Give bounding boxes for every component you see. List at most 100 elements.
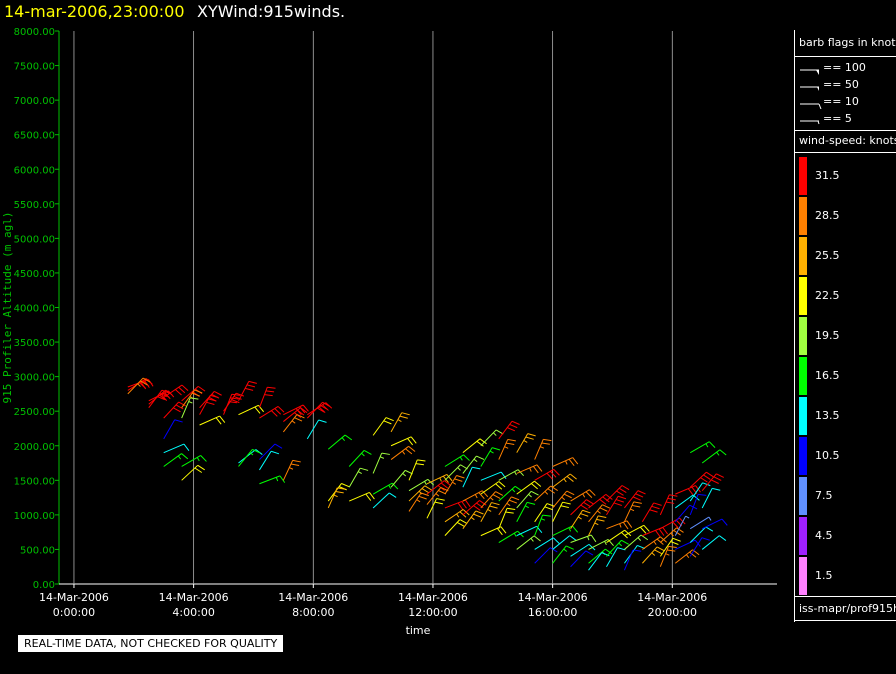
- barb-tick: [669, 494, 678, 497]
- barb-tick: [530, 490, 539, 496]
- barb-staff: [641, 502, 655, 523]
- barb-tick: [233, 395, 242, 400]
- barb-tick: [228, 401, 238, 404]
- barb-staff: [588, 552, 603, 571]
- y-tick-label: 5500.00: [14, 200, 55, 211]
- barb-tick: [137, 383, 141, 387]
- barb-tick: [582, 493, 586, 498]
- wind-barb: [199, 415, 226, 426]
- barb-tick: [279, 475, 286, 483]
- barb-staff: [534, 547, 551, 564]
- wind-barb: [480, 447, 501, 467]
- x-tick-time: 4:00:00: [172, 606, 214, 619]
- barb-staff: [552, 535, 571, 550]
- barb-staff: [689, 516, 710, 530]
- y-tick-label: 0.00: [33, 580, 55, 591]
- flag-legend-row: == 10: [799, 95, 895, 109]
- barb-tick: [444, 480, 452, 487]
- barb-tick: [296, 414, 305, 419]
- barb-tick: [514, 485, 523, 492]
- wind-barb: [588, 539, 614, 550]
- wind-barb: [606, 495, 627, 516]
- barb-staff: [348, 450, 365, 467]
- barb-tick: [617, 495, 627, 500]
- barb-symbol-icon: [800, 103, 822, 109]
- wind-barb: [163, 401, 187, 419]
- barb-tick: [525, 436, 534, 440]
- barb-tick: [507, 438, 516, 442]
- wind-barb: [408, 492, 429, 512]
- barb-staff: [426, 498, 438, 519]
- wind-barb: [306, 401, 330, 419]
- x-tick-date: 14-Mar-2006: [278, 591, 348, 604]
- barb-staff: [480, 502, 492, 523]
- wind-barb: [674, 515, 690, 536]
- barb-tick: [540, 518, 546, 521]
- barb-symbol-icon: [800, 69, 819, 75]
- barb-staff: [606, 547, 618, 567]
- barb-tick: [479, 438, 487, 445]
- wind-barb: [534, 537, 560, 550]
- barb-staff: [259, 451, 272, 471]
- wind-barb: [675, 485, 701, 496]
- barb-staff: [674, 515, 687, 536]
- barb-tick: [590, 534, 597, 543]
- barb-tick: [319, 404, 328, 410]
- barb-symbol-icon: [800, 86, 819, 91]
- barb-tick: [529, 467, 532, 472]
- barb-tick: [291, 420, 296, 424]
- barb-tick: [716, 451, 720, 456]
- x-tick-date: 14-Mar-2006: [518, 591, 588, 604]
- barb-tick: [517, 469, 525, 477]
- wind-barb: [689, 537, 710, 557]
- barb-tick: [416, 499, 421, 503]
- barb-tick: [440, 482, 448, 489]
- barb-tick: [417, 459, 426, 462]
- wind-barb: [327, 487, 346, 509]
- y-tick-label: 4500.00: [14, 269, 55, 280]
- barb-tick: [407, 438, 414, 446]
- barb-tick: [653, 502, 662, 506]
- barb-staff: [390, 470, 406, 488]
- barb-tick: [271, 410, 278, 417]
- barb-tick: [711, 479, 719, 484]
- barb-staff: [570, 534, 592, 543]
- barb-tick: [473, 458, 478, 463]
- barb-tick: [702, 482, 711, 487]
- barb-tick: [586, 499, 594, 505]
- barb-tick: [602, 504, 611, 509]
- barb-tick: [689, 551, 697, 558]
- wind-barb: [462, 490, 489, 502]
- x-tick-time: 20:00:00: [648, 606, 697, 619]
- wind-barb: [444, 475, 465, 495]
- wind-barb: [480, 526, 507, 537]
- wind-barb: [258, 386, 276, 408]
- barb-tick: [333, 494, 338, 498]
- barb-tick: [479, 500, 487, 506]
- barb-staff: [689, 482, 703, 502]
- barb-tick: [632, 496, 641, 501]
- wind-barb: [306, 419, 327, 440]
- barb-tick: [589, 489, 596, 496]
- wind-barb: [372, 482, 399, 495]
- barb-tick: [178, 401, 187, 407]
- barb-tick: [206, 401, 215, 405]
- barb-staff: [570, 550, 587, 568]
- barb-tick: [463, 454, 470, 461]
- speed-color-swatch: [799, 397, 807, 435]
- barb-staff: [462, 455, 477, 474]
- barb-staff: [552, 457, 573, 467]
- barb-tick: [401, 412, 410, 416]
- barb-tick: [472, 466, 481, 470]
- barb-tick: [476, 455, 485, 460]
- barb-tick: [476, 440, 484, 447]
- wind-barb: [570, 534, 597, 543]
- wind-barb: [588, 515, 607, 536]
- barb-tick: [418, 495, 427, 500]
- barb-tick: [456, 521, 465, 527]
- barb-staff: [480, 526, 502, 537]
- barb-tick: [536, 464, 543, 472]
- barb-tick: [651, 552, 656, 556]
- barb-tick: [435, 493, 440, 497]
- barb-tick: [383, 420, 392, 425]
